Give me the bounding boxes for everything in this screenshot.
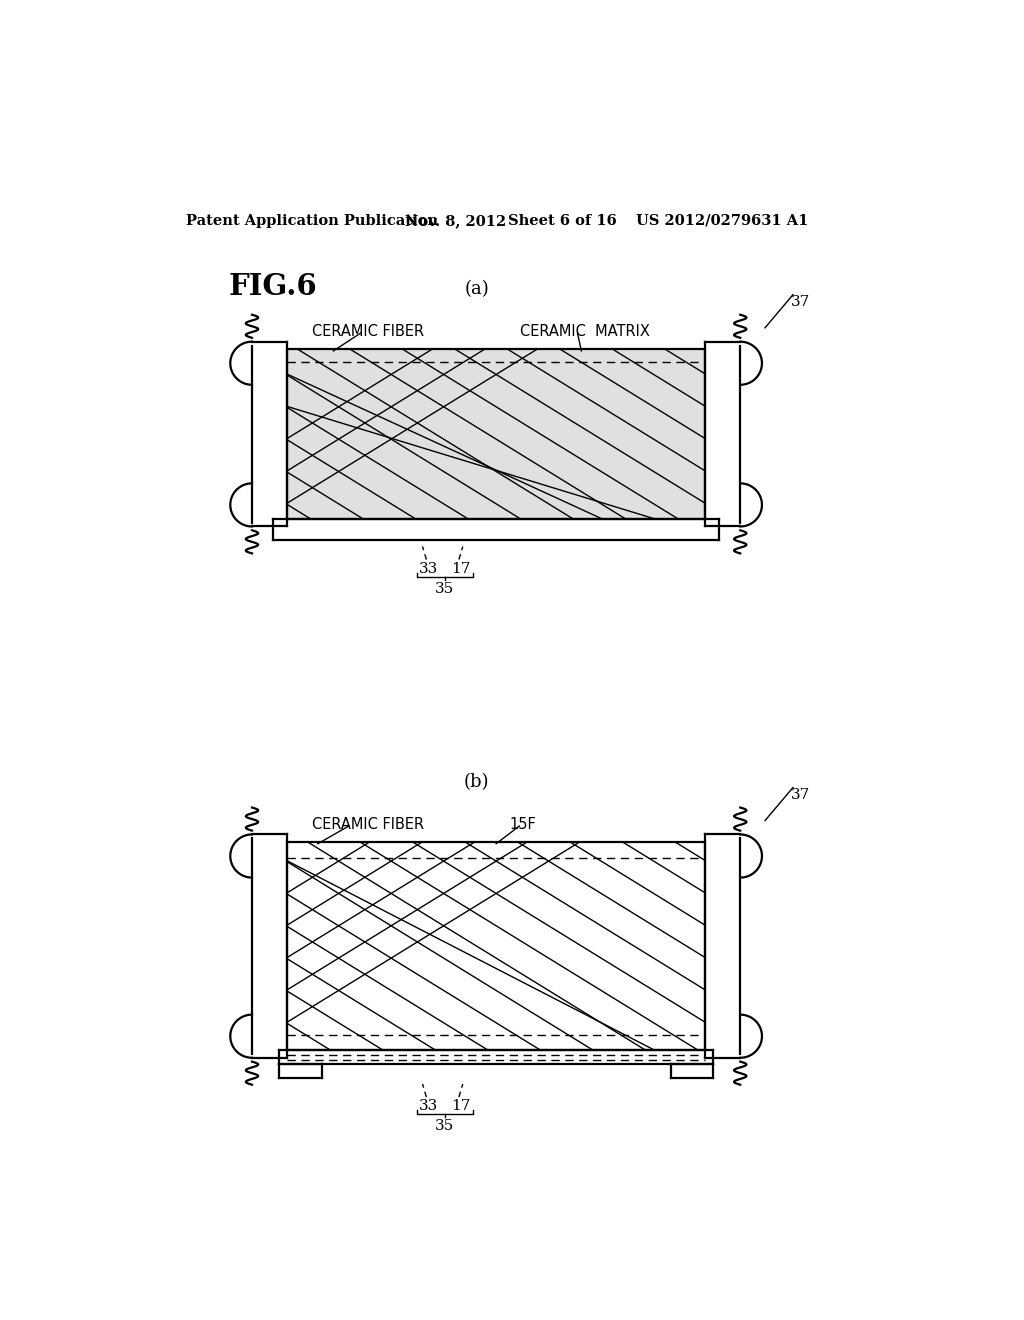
Bar xyxy=(287,842,706,1051)
Text: 17: 17 xyxy=(452,562,471,576)
Text: 33: 33 xyxy=(419,562,438,576)
Text: 37: 37 xyxy=(791,296,810,309)
Text: 33: 33 xyxy=(419,1100,438,1113)
Text: FIG.6: FIG.6 xyxy=(228,272,317,301)
Text: (a): (a) xyxy=(464,280,489,298)
Text: CERAMIC  MATRIX: CERAMIC MATRIX xyxy=(520,323,650,339)
Bar xyxy=(287,350,706,519)
Text: 35: 35 xyxy=(435,1119,455,1134)
Text: Nov. 8, 2012: Nov. 8, 2012 xyxy=(406,214,507,228)
Bar xyxy=(287,350,706,519)
Text: Patent Application Publication: Patent Application Publication xyxy=(186,214,438,228)
Text: 35: 35 xyxy=(435,582,455,595)
Text: 17: 17 xyxy=(452,1100,471,1113)
Text: (b): (b) xyxy=(464,774,489,791)
Text: 15F: 15F xyxy=(510,817,537,832)
Text: Sheet 6 of 16: Sheet 6 of 16 xyxy=(508,214,616,228)
Text: CERAMIC FIBER: CERAMIC FIBER xyxy=(312,323,424,339)
Text: CERAMIC FIBER: CERAMIC FIBER xyxy=(312,817,424,832)
Text: US 2012/0279631 A1: US 2012/0279631 A1 xyxy=(636,214,809,228)
Bar xyxy=(287,842,706,1051)
Text: 37: 37 xyxy=(791,788,810,803)
